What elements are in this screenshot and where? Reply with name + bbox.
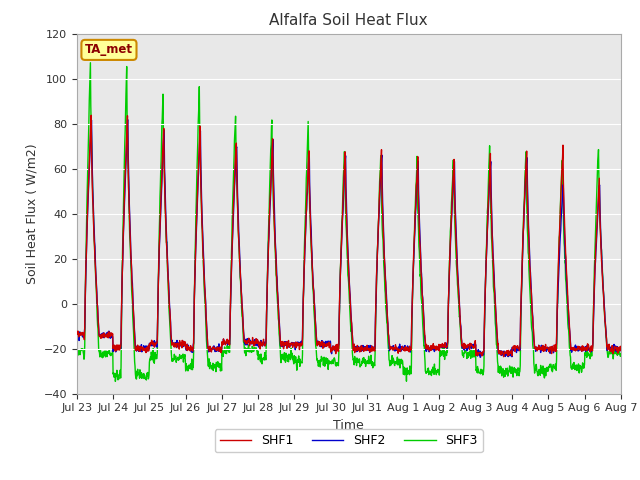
- SHF3: [73, 352, 81, 358]
- SHF3: [182, 357, 189, 363]
- SHF2: [73, 332, 81, 338]
- Title: Alfalfa Soil Heat Flux: Alfalfa Soil Heat Flux: [269, 13, 428, 28]
- SHF3: [505, 368, 513, 373]
- SHF2: [195, 178, 202, 183]
- SHF3: [111, 379, 119, 384]
- SHF2: [505, 348, 513, 354]
- X-axis label: Time: Time: [333, 419, 364, 432]
- SHF1: [87, 112, 95, 118]
- SHF2: [255, 341, 263, 347]
- Line: SHF1: SHF1: [77, 115, 621, 357]
- SHF2: [181, 340, 189, 346]
- SHF1: [195, 172, 202, 178]
- SHF3: [434, 366, 442, 372]
- SHF3: [255, 354, 263, 360]
- Y-axis label: Soil Heat Flux ( W/m2): Soil Heat Flux ( W/m2): [25, 144, 38, 284]
- SHF3: [195, 112, 202, 118]
- SHF1: [505, 352, 513, 358]
- Line: SHF3: SHF3: [77, 63, 621, 382]
- SHF2: [553, 323, 561, 328]
- SHF1: [73, 329, 81, 335]
- Text: TA_met: TA_met: [85, 43, 133, 56]
- SHF3: [86, 60, 94, 66]
- SHF2: [434, 347, 442, 352]
- SHF3: [553, 330, 561, 336]
- SHF1: [617, 344, 625, 349]
- SHF1: [181, 343, 189, 349]
- SHF1: [255, 343, 263, 348]
- SHF3: [617, 350, 625, 356]
- SHF2: [617, 346, 625, 352]
- SHF1: [434, 345, 442, 350]
- SHF1: [500, 354, 508, 360]
- SHF1: [553, 320, 561, 325]
- SHF2: [476, 354, 484, 360]
- Line: SHF2: SHF2: [77, 120, 621, 357]
- Legend: SHF1, SHF2, SHF3: SHF1, SHF2, SHF3: [214, 429, 483, 452]
- SHF2: [124, 117, 132, 122]
